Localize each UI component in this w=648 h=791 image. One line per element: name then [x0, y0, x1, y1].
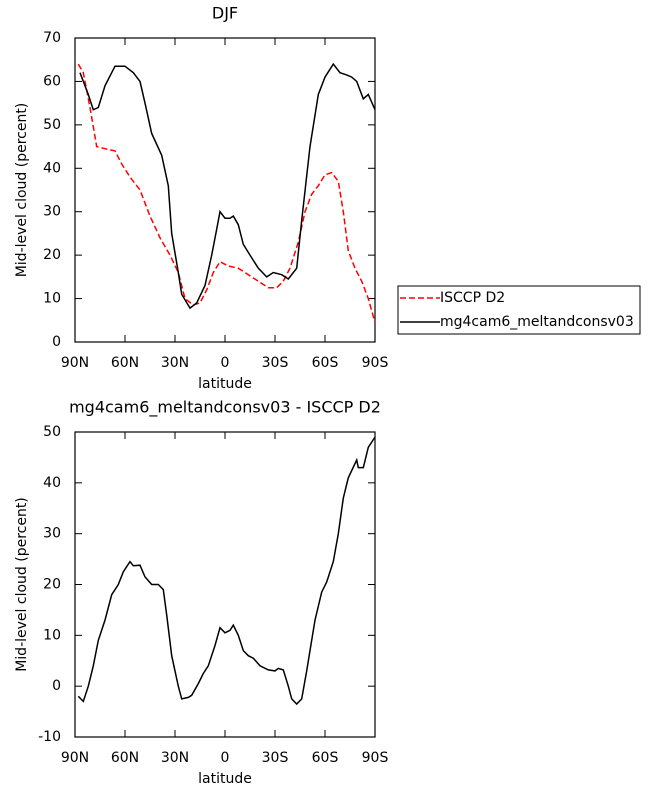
- x-tick-label: 60S: [312, 750, 339, 766]
- legend-label: mg4cam6_meltandconsv03: [440, 314, 634, 330]
- y-tick-label: 20: [43, 247, 61, 263]
- plot-frame: [74, 37, 376, 343]
- y-tick-label: 0: [52, 678, 61, 694]
- y-tick-label: 20: [43, 577, 61, 593]
- y-tick-label: 50: [43, 424, 61, 440]
- x-tick-label: 90S: [362, 750, 389, 766]
- y-tick-label: 0: [52, 334, 61, 350]
- x-tick-label: 30S: [262, 355, 289, 371]
- plot-frame: [74, 431, 376, 738]
- x-tick-label: 30N: [161, 750, 189, 766]
- data-line: [77, 436, 376, 706]
- data-line: [79, 62, 376, 310]
- chart-title: mg4cam6_meltandconsv03 - ISCCP D2: [69, 398, 381, 418]
- x-tick-label: 90N: [61, 355, 89, 371]
- chart-title: DJF: [212, 4, 238, 23]
- x-tick-label: 60S: [312, 355, 339, 371]
- y-tick-label: 50: [43, 117, 61, 133]
- x-tick-label: 30S: [262, 750, 289, 766]
- x-axis-label: latitude: [198, 376, 252, 392]
- x-axis-label: latitude: [198, 771, 252, 787]
- y-tick-label: 10: [43, 291, 61, 307]
- x-tick-label: 90S: [362, 355, 389, 371]
- y-tick-label: 60: [43, 73, 61, 89]
- y-tick-label: 70: [43, 30, 61, 46]
- y-tick-label: 10: [43, 627, 61, 643]
- legend-box: [397, 285, 641, 335]
- y-axis-label: Mid-level cloud (percent): [14, 103, 30, 278]
- y-tick-label: 30: [43, 204, 61, 220]
- data-line: [77, 63, 376, 323]
- y-tick-label: 40: [43, 160, 61, 176]
- y-tick-label: 30: [43, 526, 61, 542]
- x-tick-label: 0: [221, 355, 230, 371]
- y-tick-label: -10: [38, 729, 61, 745]
- y-axis-label: Mid-level cloud (percent): [14, 497, 30, 672]
- x-tick-label: 60N: [111, 750, 139, 766]
- x-tick-label: 0: [221, 750, 230, 766]
- x-tick-label: 30N: [161, 355, 189, 371]
- x-tick-label: 90N: [61, 750, 89, 766]
- x-tick-label: 60N: [111, 355, 139, 371]
- legend-label: ISCCP D2: [440, 290, 505, 306]
- y-tick-label: 40: [43, 475, 61, 491]
